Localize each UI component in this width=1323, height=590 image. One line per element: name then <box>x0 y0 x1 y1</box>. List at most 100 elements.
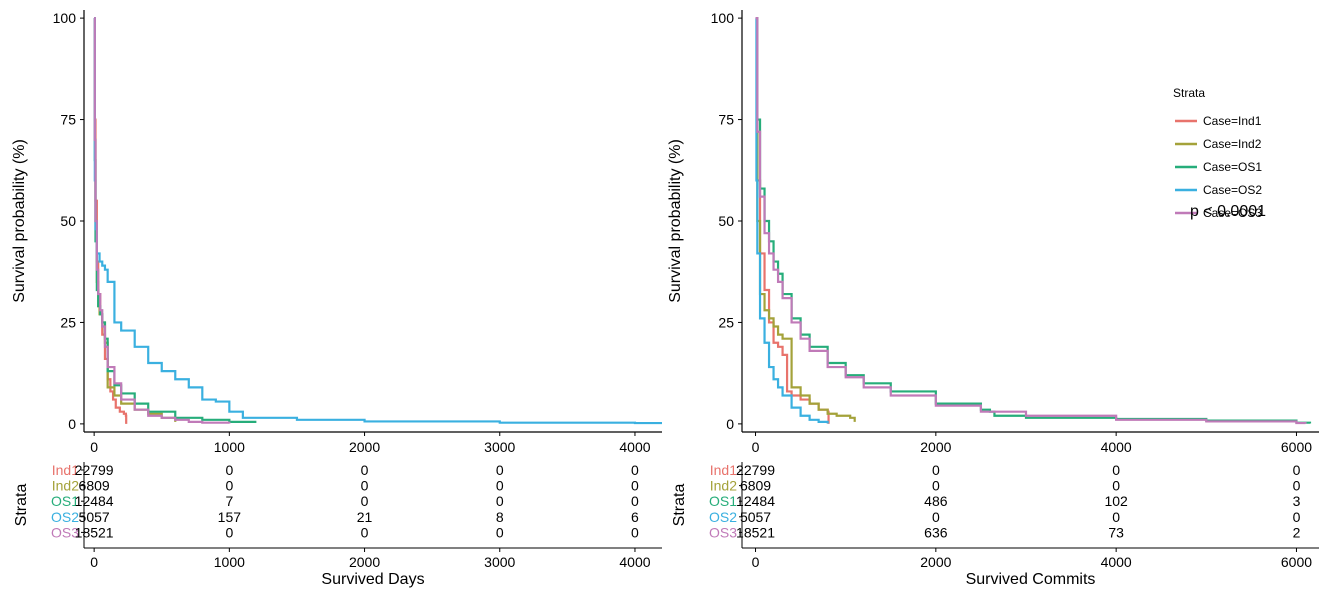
x-tick-label: 0 <box>90 439 98 455</box>
legend-entry-os2: Case=OS2 <box>1203 183 1262 197</box>
risk-table-row-label-ind1: Ind1 <box>52 462 79 478</box>
legend-entry-ind2: Case=Ind2 <box>1203 137 1262 151</box>
risk-table-cell: 22799 <box>736 462 775 478</box>
survival-curve-os1 <box>93 17 257 423</box>
x-tick-label: 0 <box>752 439 760 455</box>
risk-table-cell: 12484 <box>736 493 775 509</box>
x-tick-label: 1000 <box>214 439 245 455</box>
y-tick-label: 100 <box>53 10 77 26</box>
risk-table-cell: 8 <box>496 509 504 525</box>
risk-table-cell: 0 <box>225 478 233 494</box>
risk-table-cell: 18521 <box>75 524 114 540</box>
risk-table-row-label-os3: OS3 <box>51 524 79 540</box>
risk-table-cell: 0 <box>1293 462 1301 478</box>
risk-table-cell: 6 <box>631 509 639 525</box>
risk-table-cell: 0 <box>1293 478 1301 494</box>
y-tick-label: 0 <box>726 416 734 432</box>
y-axis-title: Survival probability (%) <box>667 139 684 303</box>
risk-table-cell: 0 <box>932 478 940 494</box>
risk-table-cell: 5057 <box>740 509 771 525</box>
y-tick-label: 75 <box>718 112 734 128</box>
risk-table-cell: 0 <box>631 493 639 509</box>
risk-table-row-label-os2: OS2 <box>51 509 79 525</box>
risk-table-row-label-os1: OS1 <box>51 493 79 509</box>
survival-curve-os3 <box>755 17 1307 425</box>
risk-table-cell: 0 <box>361 493 369 509</box>
risk-table-cell: 12484 <box>75 493 114 509</box>
x-tick-label: 4000 <box>619 439 650 455</box>
risk-table-cell: 0 <box>1293 509 1301 525</box>
risk-table-cell: 22799 <box>75 462 114 478</box>
risk-table-cell: 486 <box>924 493 948 509</box>
risk-table-cell: 3 <box>1293 493 1301 509</box>
risk-table-x-tick-label: 2000 <box>349 554 380 570</box>
risk-table-x-tick-label: 3000 <box>484 554 515 570</box>
risk-table-cell: 0 <box>225 524 233 540</box>
risk-table-cell: 0 <box>496 524 504 540</box>
risk-table-cell: 0 <box>361 524 369 540</box>
risk-table-cell: 6809 <box>79 478 110 494</box>
risk-table-x-tick-label: 0 <box>90 554 98 570</box>
x-tick-label: 4000 <box>1101 439 1132 455</box>
legend-entry-os3: Case=OS3 <box>1203 206 1262 220</box>
risk-table-row-label-os1: OS1 <box>709 493 737 509</box>
survival-curve-os1 <box>755 17 1312 424</box>
y-tick-label: 50 <box>718 213 734 229</box>
risk-table-cell: 6809 <box>740 478 771 494</box>
risk-table-row-label-ind2: Ind2 <box>52 478 79 494</box>
survival-curve-os2 <box>755 17 829 424</box>
legend-entry-ind1: Case=Ind1 <box>1203 114 1262 128</box>
risk-table-strata-title: Strata <box>13 484 30 527</box>
risk-table-row-label-os2: OS2 <box>709 509 737 525</box>
risk-table-x-tick-label: 6000 <box>1281 554 1312 570</box>
risk-table-x-tick-label: 0 <box>752 554 760 570</box>
y-tick-label: 0 <box>68 416 76 432</box>
risk-table-cell: 0 <box>631 524 639 540</box>
x-axis-title: Survived Days <box>321 571 424 588</box>
risk-table-cell: 157 <box>218 509 242 525</box>
risk-table-cell: 0 <box>932 509 940 525</box>
y-tick-label: 25 <box>60 314 76 330</box>
risk-table-cell: 0 <box>225 462 233 478</box>
legend-title: Strata <box>1173 86 1205 100</box>
legend-entry-os1: Case=OS1 <box>1203 160 1262 174</box>
risk-table-cell: 0 <box>1112 509 1120 525</box>
y-tick-label: 25 <box>718 314 734 330</box>
x-tick-label: 2000 <box>920 439 951 455</box>
y-tick-label: 100 <box>711 10 735 26</box>
risk-table-cell: 2 <box>1293 524 1301 540</box>
risk-table-cell: 0 <box>1112 462 1120 478</box>
risk-table-cell: 21 <box>357 509 373 525</box>
risk-table-cell: 0 <box>631 462 639 478</box>
risk-table-cell: 0 <box>361 462 369 478</box>
risk-table-strata-title: Strata <box>671 484 688 527</box>
risk-table-row-label-ind2: Ind2 <box>710 478 737 494</box>
x-tick-label: 3000 <box>484 439 515 455</box>
survival-curve-ind2 <box>755 17 856 422</box>
risk-table-cell: 7 <box>225 493 233 509</box>
risk-table-cell: 0 <box>496 493 504 509</box>
risk-table-x-tick-label: 1000 <box>214 554 245 570</box>
survival-curve-ind2 <box>93 17 177 422</box>
risk-table-row-label-ind1: Ind1 <box>710 462 737 478</box>
risk-table-row-label-os3: OS3 <box>709 524 737 540</box>
risk-table-cell: 0 <box>496 478 504 494</box>
y-tick-label: 50 <box>60 213 76 229</box>
y-axis-title: Survival probability (%) <box>11 139 28 303</box>
risk-table-cell: 73 <box>1108 524 1124 540</box>
x-tick-label: 2000 <box>349 439 380 455</box>
risk-table-cell: 0 <box>1112 478 1120 494</box>
x-axis-title: Survived Commits <box>966 571 1096 588</box>
x-tick-label: 6000 <box>1281 439 1312 455</box>
survival-curve-os2 <box>93 17 662 425</box>
y-tick-label: 75 <box>60 112 76 128</box>
p-value-annotation: p < 0.0001 <box>1190 203 1266 220</box>
risk-table-cell: 636 <box>924 524 948 540</box>
risk-table-cell: 102 <box>1104 493 1128 509</box>
risk-table-cell: 0 <box>361 478 369 494</box>
